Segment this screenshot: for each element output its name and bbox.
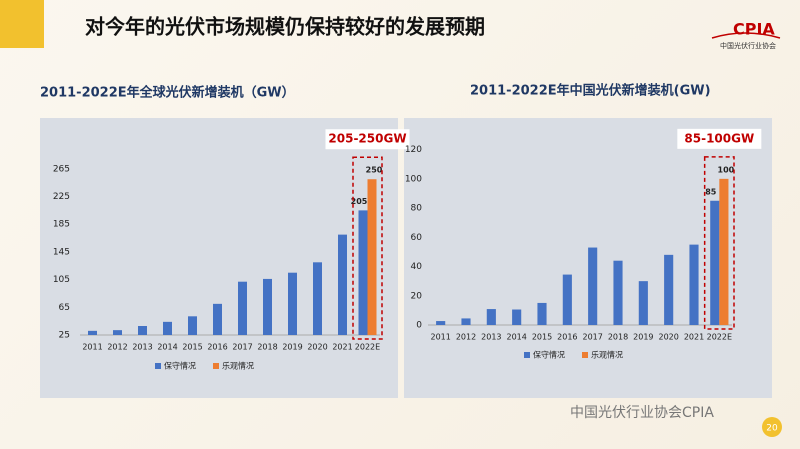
x-tick-label: 2011 bbox=[82, 343, 102, 352]
bar bbox=[238, 281, 247, 335]
x-tick-label: 2014 bbox=[506, 333, 526, 342]
bar bbox=[486, 309, 496, 325]
data-label: 250 bbox=[366, 166, 383, 175]
bar bbox=[436, 321, 446, 325]
legend-swatch bbox=[155, 363, 161, 369]
bar bbox=[588, 247, 598, 325]
x-tick-label: 2021 bbox=[684, 333, 704, 342]
bar bbox=[562, 274, 572, 325]
annotation-box bbox=[677, 128, 762, 149]
x-tick-label: 2018 bbox=[608, 333, 628, 342]
x-tick-label: 2019 bbox=[282, 343, 302, 352]
bar bbox=[710, 200, 720, 325]
annotation-box bbox=[325, 129, 410, 150]
y-tick-label: 100 bbox=[405, 174, 422, 184]
x-tick-label: 2017 bbox=[232, 343, 252, 352]
bar bbox=[719, 178, 729, 325]
x-tick-label: 2013 bbox=[132, 343, 152, 352]
y-tick-label: 20 bbox=[411, 291, 423, 301]
x-tick-label: 2022E bbox=[355, 343, 380, 352]
legend-swatch bbox=[582, 352, 588, 358]
bar bbox=[613, 260, 623, 325]
x-tick-label: 2015 bbox=[532, 333, 552, 342]
bar bbox=[664, 254, 674, 325]
page-number: 20 bbox=[766, 424, 778, 434]
x-tick-label: 2012 bbox=[107, 343, 127, 352]
legend-swatch bbox=[524, 352, 530, 358]
y-tick-label: 65 bbox=[59, 303, 70, 313]
bar bbox=[288, 272, 297, 335]
x-tick-label: 2018 bbox=[257, 343, 277, 352]
legend-label: 乐观情况 bbox=[222, 361, 254, 371]
x-tick-label: 2015 bbox=[182, 343, 202, 352]
y-tick-label: 120 bbox=[405, 145, 422, 155]
y-tick-label: 25 bbox=[59, 331, 70, 341]
bar bbox=[213, 303, 222, 335]
x-tick-label: 2021 bbox=[332, 343, 352, 352]
bar bbox=[638, 281, 648, 325]
bar bbox=[367, 179, 377, 335]
bar bbox=[163, 321, 172, 335]
highlight-box bbox=[352, 156, 383, 340]
logo-caption: 中国光伏行业协会 bbox=[720, 41, 776, 50]
bar bbox=[461, 318, 471, 325]
annotation: 85-100GW bbox=[684, 131, 754, 145]
data-label: 100 bbox=[718, 165, 735, 174]
legend-label: 乐观情况 bbox=[591, 350, 623, 360]
x-tick-label: 2011 bbox=[430, 333, 450, 342]
bar bbox=[88, 330, 97, 335]
y-tick-label: 145 bbox=[53, 247, 70, 257]
bar bbox=[358, 210, 368, 335]
y-tick-label: 265 bbox=[53, 164, 70, 174]
logo-arc bbox=[711, 32, 781, 39]
y-tick-label: 225 bbox=[53, 192, 70, 202]
bar bbox=[113, 330, 122, 335]
bar bbox=[537, 302, 547, 325]
x-tick-label: 2019 bbox=[633, 333, 653, 342]
page-badge bbox=[762, 417, 782, 437]
bar bbox=[313, 262, 322, 335]
annotation: 205-250GW bbox=[328, 132, 406, 146]
chart-title: 2011-2022E年中国光伏新增装机(GW) bbox=[470, 83, 711, 99]
bar bbox=[138, 326, 147, 335]
bar bbox=[512, 309, 522, 325]
x-tick-label: 2022E bbox=[707, 333, 732, 342]
y-tick-label: 80 bbox=[411, 204, 423, 214]
y-tick-label: 60 bbox=[411, 233, 423, 243]
y-tick-label: 185 bbox=[53, 220, 70, 230]
x-tick-label: 2014 bbox=[157, 343, 177, 352]
bar bbox=[188, 316, 197, 335]
x-tick-label: 2020 bbox=[307, 343, 327, 352]
chart-title: 2011-2022E年全球光伏新增装机（GW） bbox=[40, 85, 295, 101]
legend-swatch bbox=[213, 363, 219, 369]
bar bbox=[689, 244, 699, 325]
data-label: 205 bbox=[351, 197, 368, 206]
data-label: 85 bbox=[705, 187, 717, 196]
slide-title: 对今年的光伏市场规模仍保持较好的发展预期 bbox=[85, 15, 485, 39]
x-tick-label: 2012 bbox=[456, 333, 476, 342]
y-tick-label: 0 bbox=[416, 321, 422, 331]
legend-label: 保守情况 bbox=[164, 361, 196, 371]
watermark: 中国光伏行业协会CPIA bbox=[570, 405, 714, 421]
y-tick-label: 40 bbox=[411, 262, 423, 272]
x-tick-label: 2016 bbox=[207, 343, 227, 352]
x-tick-label: 2020 bbox=[658, 333, 678, 342]
x-tick-label: 2016 bbox=[557, 333, 577, 342]
x-tick-label: 2017 bbox=[582, 333, 602, 342]
y-tick-label: 105 bbox=[53, 275, 70, 285]
highlight-box bbox=[703, 156, 735, 330]
legend-label: 保守情况 bbox=[533, 350, 565, 360]
bar bbox=[338, 234, 347, 335]
title-tab bbox=[0, 0, 44, 48]
x-tick-label: 2013 bbox=[481, 333, 501, 342]
bar bbox=[263, 278, 272, 335]
